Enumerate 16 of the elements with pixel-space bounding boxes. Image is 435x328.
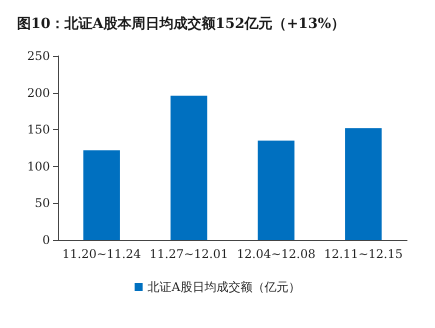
y-tick-label: 250 [27,49,50,63]
bar [345,128,382,240]
x-tick-label: 12.11~12.15 [324,247,403,261]
bar [170,96,208,240]
y-tick-label: 200 [27,86,50,100]
x-tick-label: 11.20~11.24 [62,247,142,261]
y-tick-label: 50 [34,196,50,210]
y-tick-label: 0 [42,233,50,247]
chart-title: 图10：北证A股本周日均成交额152亿元（+13%） [17,15,346,32]
legend-label: 北证A股日均成交额（亿元） [148,280,300,294]
bar [83,150,120,240]
x-tick-label: 12.04~12.08 [236,247,316,261]
y-tick-label: 150 [27,122,50,137]
bar [258,140,294,240]
y-tick-label: 100 [27,159,50,174]
x-tick-label: 11.27~12.01 [149,247,228,261]
